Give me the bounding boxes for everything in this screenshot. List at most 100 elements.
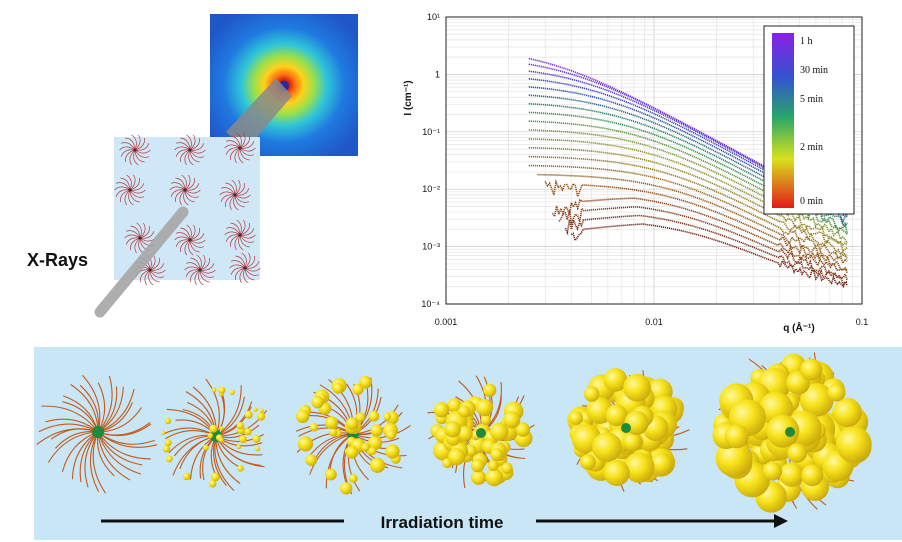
micelle-core <box>233 193 237 197</box>
polymer-chain <box>239 141 255 149</box>
scattering-curve <box>558 206 849 281</box>
gold-particle <box>622 432 642 452</box>
polymer-chain <box>184 177 195 191</box>
gold-particle <box>368 447 377 456</box>
gold-particle <box>385 444 400 459</box>
gold-particle <box>166 455 173 463</box>
polymer-chain <box>138 237 144 254</box>
sample-micelle <box>119 134 151 166</box>
polymer-chain <box>180 137 191 151</box>
micelle-core <box>621 423 631 433</box>
micelle-stages <box>36 352 872 513</box>
gold-particle <box>779 462 804 487</box>
polymer-chain <box>185 269 201 277</box>
polymer-chain <box>131 134 137 151</box>
gold-particle <box>623 373 651 402</box>
sample-micelle <box>174 134 206 166</box>
gold-particle <box>490 422 509 441</box>
plot-frame <box>445 16 863 305</box>
gold-particle <box>485 468 504 487</box>
polymer-chain <box>189 137 200 151</box>
gold-particle <box>229 389 235 395</box>
scattering-curve <box>528 129 848 244</box>
gold-particle <box>297 436 314 452</box>
irradiation-time-label: Irradiation time <box>381 513 504 532</box>
gold-particle <box>219 426 224 431</box>
gold-particle <box>208 479 217 488</box>
x-tick-label: 0.01 <box>645 317 663 327</box>
gold-particle <box>218 437 224 443</box>
polymer-chain <box>179 189 186 206</box>
scattering-curve <box>528 111 849 234</box>
polymer-chain <box>175 232 191 241</box>
scattering-curve <box>528 138 848 247</box>
gold-particle <box>202 444 209 451</box>
evolution-panel: Irradiation time <box>34 347 902 540</box>
polymer-chain <box>175 177 186 191</box>
polymer-chain <box>149 269 160 283</box>
gold-particle <box>345 445 359 459</box>
polymer-chain <box>225 227 241 236</box>
gold-particle <box>368 435 383 450</box>
polymer-chain <box>199 257 210 271</box>
polymer-chain <box>169 186 186 191</box>
polymer-chain <box>241 252 247 269</box>
micelle-core <box>188 148 192 152</box>
micelle-core <box>476 428 486 438</box>
polymer-chain <box>244 267 260 276</box>
gold-particle <box>244 428 252 436</box>
gold-particle <box>369 457 386 473</box>
polymer-chain <box>244 267 255 281</box>
polymer-chain <box>134 149 151 154</box>
polymer-chain <box>189 227 200 241</box>
polymer-chain <box>230 135 241 149</box>
gold-particle <box>355 412 366 423</box>
y-tick-label: 10⁻⁴ <box>421 299 440 309</box>
polymer-chain <box>120 142 136 151</box>
gold-particle <box>569 411 583 426</box>
polymer-chain <box>129 189 145 198</box>
incident-beam <box>94 206 189 318</box>
polymer-chain <box>239 147 256 152</box>
gold-particle <box>444 421 461 438</box>
gold-particle <box>458 405 471 418</box>
polymer-chain <box>219 191 236 196</box>
scattering-curve <box>528 146 848 253</box>
micelle-stage <box>427 375 535 489</box>
polymer-chain <box>220 194 236 202</box>
saxs-setup: X-Rays <box>27 14 358 318</box>
legend-label-30min: 30 min <box>800 65 828 76</box>
polymer-chain <box>114 186 131 191</box>
sample-micelle <box>224 219 256 251</box>
polymer-chain <box>243 267 249 284</box>
gold-particle <box>207 432 214 439</box>
sample-micelle <box>184 254 216 286</box>
polymer-chain <box>129 149 136 166</box>
polymer-chain <box>129 177 140 191</box>
polymer-chain <box>234 194 251 199</box>
polymer-chain <box>184 266 201 271</box>
polymer-chain <box>239 135 250 149</box>
gold-particle <box>165 417 172 425</box>
polymer-chain <box>198 269 204 286</box>
y-tick-label: 10⁻³ <box>422 242 440 252</box>
gold-particle <box>348 474 358 483</box>
gold-particle <box>252 434 261 443</box>
polymer-chain <box>41 405 99 433</box>
polymer-chain <box>180 239 191 253</box>
gold-particle <box>325 416 339 430</box>
sample-micelles <box>114 132 261 286</box>
gold-particle <box>592 432 622 462</box>
polymer-chain <box>174 236 191 241</box>
polymer-chain <box>184 149 191 166</box>
scattering-curves <box>528 57 849 288</box>
legend-label-2min: 2 min <box>800 142 823 153</box>
micelle-core <box>238 146 242 150</box>
gold-particle <box>487 459 499 471</box>
micelle-core <box>188 238 192 242</box>
gold-particle <box>383 412 392 421</box>
polymer-chain <box>234 194 250 203</box>
gold-particle <box>305 454 318 466</box>
polymer-chain <box>130 225 141 239</box>
